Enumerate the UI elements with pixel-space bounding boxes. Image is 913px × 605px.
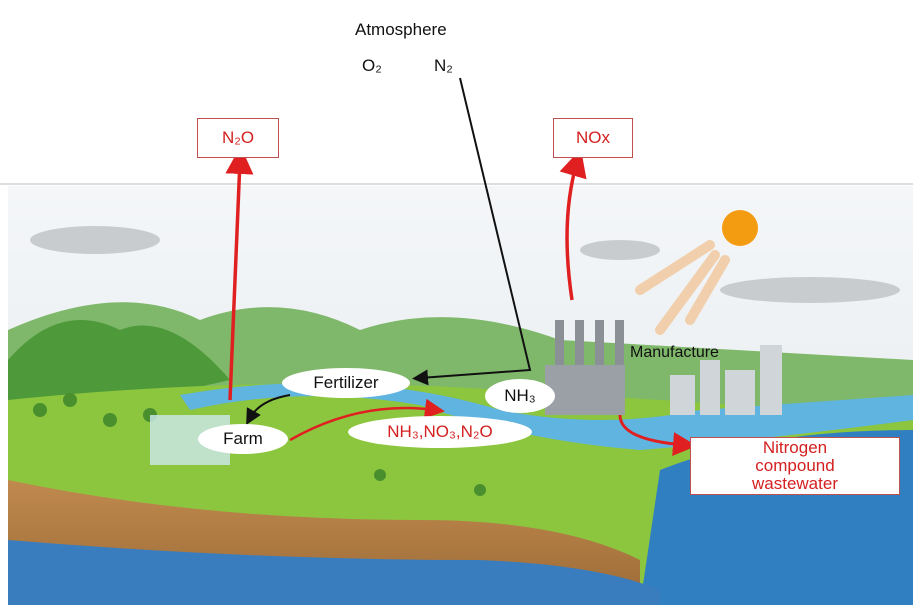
- manufacture-label: Manufacture: [630, 344, 719, 362]
- farm-label: Farm: [198, 424, 288, 454]
- chimney: [595, 320, 604, 365]
- building: [760, 345, 782, 415]
- chimney: [575, 320, 584, 365]
- wastewater-box: Nitrogen compound wastewater: [690, 437, 900, 495]
- gas-label: O₂: [362, 56, 382, 76]
- cloud: [580, 240, 660, 260]
- factory-body: [545, 365, 625, 415]
- tree: [63, 393, 77, 407]
- tree: [374, 469, 386, 481]
- tree: [103, 413, 117, 427]
- emission-box: NOx: [553, 118, 633, 158]
- diagram: Atmosphere O₂ N₂ N₂O NOx Fertilizer Farm…: [0, 0, 913, 605]
- sun: [722, 210, 758, 246]
- tree: [474, 484, 486, 496]
- illustration: [0, 0, 913, 605]
- emission-box: N₂O: [197, 118, 279, 158]
- cloud: [720, 277, 900, 303]
- building: [700, 360, 720, 415]
- atmosphere-title: Atmosphere: [355, 20, 447, 40]
- fertilizer-label: Fertilizer: [282, 368, 410, 398]
- tree: [33, 403, 47, 417]
- cloud: [30, 226, 160, 254]
- gas-label: N₂: [434, 56, 453, 76]
- ammonia-label: NH₃: [485, 379, 555, 413]
- building: [670, 375, 695, 415]
- chimney: [555, 320, 564, 365]
- runoff-label: NH₃,NO₃,N₂O: [348, 416, 532, 448]
- building: [725, 370, 755, 415]
- chimney: [615, 320, 624, 365]
